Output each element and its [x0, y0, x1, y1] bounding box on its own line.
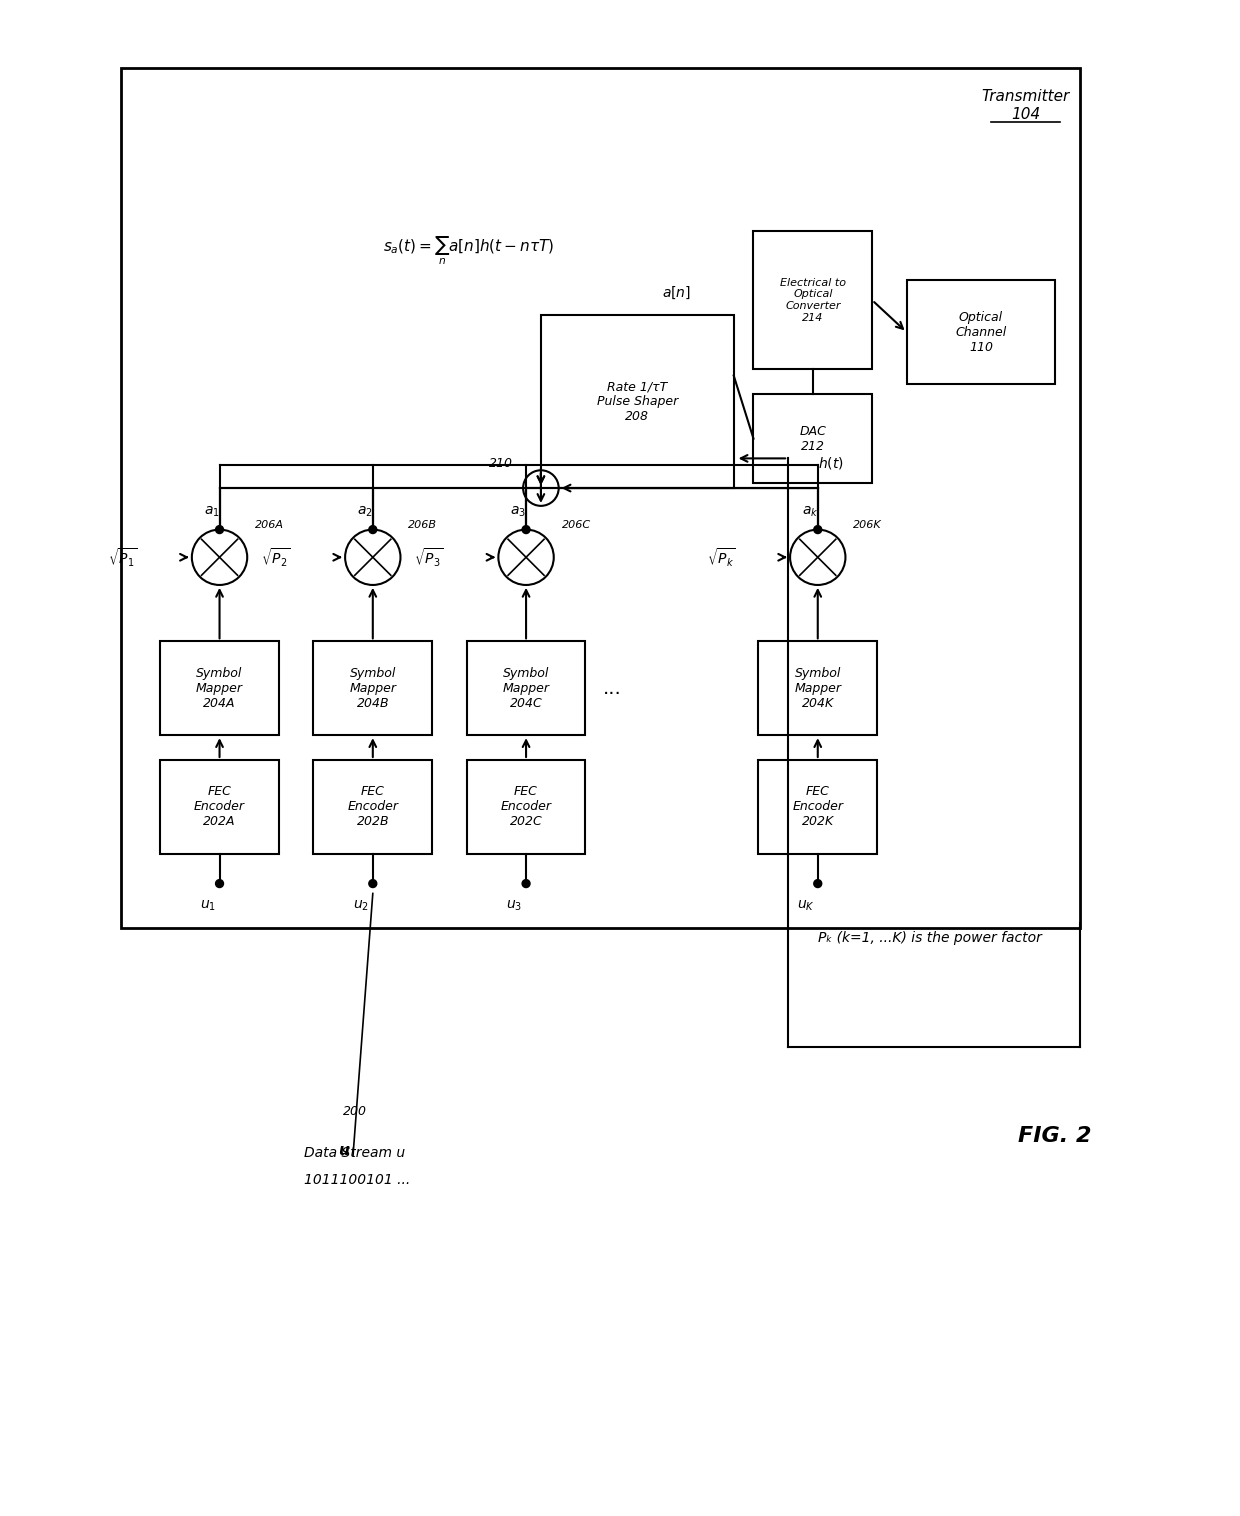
- Text: Rate 1/τT
Pulse Shaper
208: Rate 1/τT Pulse Shaper 208: [596, 381, 678, 423]
- Text: $\sqrt{P_2}$: $\sqrt{P_2}$: [262, 546, 290, 568]
- Bar: [541, 315, 734, 488]
- Text: FEC
Encoder
202C: FEC Encoder 202C: [501, 785, 552, 828]
- Circle shape: [813, 879, 822, 887]
- Circle shape: [498, 529, 554, 585]
- Bar: [314, 760, 432, 854]
- Text: $\sqrt{P_3}$: $\sqrt{P_3}$: [414, 546, 444, 568]
- Text: $h(t)$: $h(t)$: [817, 455, 843, 471]
- Text: 206B: 206B: [408, 520, 438, 529]
- Text: $a_k$: $a_k$: [801, 505, 818, 518]
- Bar: [759, 760, 877, 854]
- Text: Symbol
Mapper
204B: Symbol Mapper 204B: [350, 667, 397, 709]
- Text: Pₖ (k=1, ...K) is the power factor: Pₖ (k=1, ...K) is the power factor: [817, 931, 1042, 944]
- Text: 210: 210: [490, 456, 513, 470]
- Bar: [754, 394, 872, 484]
- Text: Optical
Channel
110: Optical Channel 110: [955, 311, 1007, 353]
- Circle shape: [813, 526, 822, 534]
- Text: FEC
Encoder
202B: FEC Encoder 202B: [347, 785, 398, 828]
- Text: 206K: 206K: [853, 520, 882, 529]
- Circle shape: [216, 879, 223, 887]
- Text: FEC
Encoder
202A: FEC Encoder 202A: [193, 785, 246, 828]
- Text: $a_2$: $a_2$: [357, 505, 373, 518]
- Bar: [314, 641, 432, 735]
- Bar: [466, 641, 585, 735]
- Bar: [466, 760, 585, 854]
- Text: $a_1$: $a_1$: [203, 505, 219, 518]
- Bar: [160, 760, 279, 854]
- Text: $u_2$: $u_2$: [353, 897, 370, 913]
- Text: 206C: 206C: [562, 520, 590, 529]
- Text: Symbol
Mapper
204K: Symbol Mapper 204K: [795, 667, 841, 709]
- Bar: [160, 641, 279, 735]
- Circle shape: [368, 879, 377, 887]
- Text: Electrical to
Optical
Converter
214: Electrical to Optical Converter 214: [780, 277, 846, 323]
- Text: Symbol
Mapper
204C: Symbol Mapper 204C: [502, 667, 549, 709]
- Bar: [906, 280, 1055, 384]
- Text: 206A: 206A: [255, 520, 284, 529]
- Bar: [120, 68, 1080, 928]
- Text: $u_3$: $u_3$: [506, 897, 522, 913]
- Circle shape: [192, 529, 247, 585]
- Text: 200: 200: [343, 1105, 367, 1117]
- Text: Symbol
Mapper
204A: Symbol Mapper 204A: [196, 667, 243, 709]
- Text: FEC
Encoder
202K: FEC Encoder 202K: [792, 785, 843, 828]
- Text: DAC
212: DAC 212: [800, 424, 826, 453]
- Text: $a[n]$: $a[n]$: [662, 285, 692, 302]
- Text: $\sqrt{P_1}$: $\sqrt{P_1}$: [108, 546, 138, 568]
- Text: $s_a(t)=\sum_n a[n]h(t-n\tau T)$: $s_a(t)=\sum_n a[n]h(t-n\tau T)$: [383, 235, 554, 267]
- Circle shape: [523, 470, 559, 506]
- Text: Transmitter
104: Transmitter 104: [981, 89, 1070, 121]
- Circle shape: [790, 529, 846, 585]
- Text: $a_3$: $a_3$: [510, 505, 526, 518]
- Text: $u_K$: $u_K$: [797, 897, 815, 913]
- Circle shape: [522, 879, 529, 887]
- Text: 1011100101 ...: 1011100101 ...: [304, 1173, 410, 1187]
- Text: $\sqrt{P_k}$: $\sqrt{P_k}$: [707, 546, 735, 568]
- Circle shape: [522, 526, 529, 534]
- Text: u: u: [339, 1143, 350, 1158]
- Circle shape: [368, 526, 377, 534]
- Text: FIG. 2: FIG. 2: [1018, 1126, 1092, 1146]
- Circle shape: [345, 529, 401, 585]
- Bar: [754, 230, 872, 370]
- Text: Data Stream u: Data Stream u: [304, 1146, 404, 1160]
- Circle shape: [216, 526, 223, 534]
- Text: ...: ...: [603, 679, 621, 697]
- Text: $u_1$: $u_1$: [200, 897, 216, 913]
- Bar: [759, 641, 877, 735]
